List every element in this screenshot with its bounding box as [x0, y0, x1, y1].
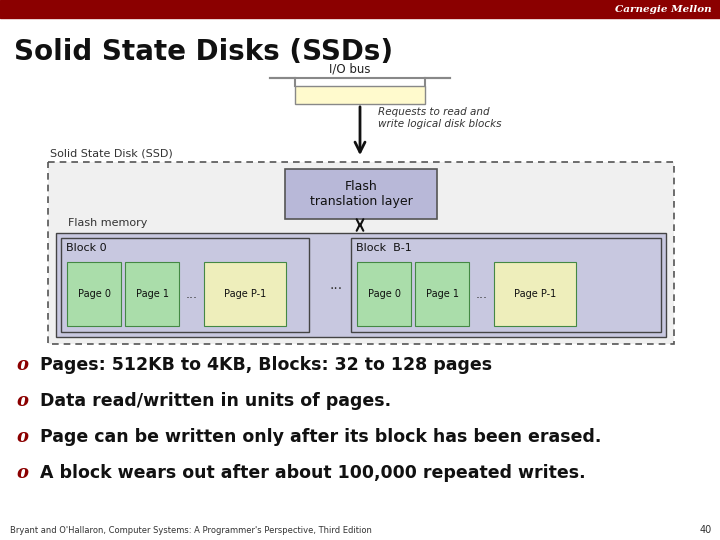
Text: Pages: 512KB to 4KB, Blocks: 32 to 128 pages: Pages: 512KB to 4KB, Blocks: 32 to 128 p…	[40, 356, 492, 374]
Text: Flash
translation layer: Flash translation layer	[310, 180, 413, 208]
Text: Page 1: Page 1	[135, 289, 168, 299]
Text: Carnegie Mellon: Carnegie Mellon	[616, 4, 712, 14]
Text: Flash memory: Flash memory	[68, 218, 148, 228]
Text: Block  B-1: Block B-1	[356, 243, 412, 253]
Bar	[494, 262, 576, 326]
Bar	[125, 262, 179, 326]
Text: o: o	[16, 356, 28, 374]
Text: Page 1: Page 1	[426, 289, 459, 299]
Text: Data read/written in units of pages.: Data read/written in units of pages.	[40, 392, 391, 410]
Text: Page P-1: Page P-1	[224, 289, 266, 299]
Text: ...: ...	[476, 287, 488, 300]
Bar	[48, 162, 674, 344]
Text: o: o	[16, 392, 28, 410]
Bar	[204, 262, 286, 326]
Text: A block wears out after about 100,000 repeated writes.: A block wears out after about 100,000 re…	[40, 464, 585, 482]
Text: Bryant and O'Hallaron, Computer Systems: A Programmer's Perspective, Third Editi: Bryant and O'Hallaron, Computer Systems:…	[10, 526, 372, 535]
Bar	[285, 169, 437, 219]
Text: Solid State Disks (SSDs): Solid State Disks (SSDs)	[14, 38, 393, 66]
Text: o: o	[16, 428, 28, 446]
Text: Solid State Disk (SSD): Solid State Disk (SSD)	[50, 149, 173, 159]
Bar	[295, 86, 425, 104]
Text: Requests to read and
write logical disk blocks: Requests to read and write logical disk …	[378, 107, 502, 129]
Text: Page can be written only after its block has been erased.: Page can be written only after its block…	[40, 428, 601, 446]
Text: o: o	[16, 464, 28, 482]
Bar	[357, 262, 411, 326]
Text: Page P-1: Page P-1	[514, 289, 556, 299]
Text: I/O bus: I/O bus	[329, 63, 371, 76]
Text: Page 0: Page 0	[367, 289, 400, 299]
Text: 40: 40	[700, 525, 712, 535]
Text: Block 0: Block 0	[66, 243, 107, 253]
Text: Page 0: Page 0	[78, 289, 110, 299]
Bar	[56, 233, 666, 337]
Bar	[415, 262, 469, 326]
Bar	[0, 0, 720, 18]
Bar	[61, 238, 309, 332]
Text: ...: ...	[186, 287, 198, 300]
Bar	[351, 238, 661, 332]
Text: ...: ...	[330, 278, 343, 292]
Bar	[67, 262, 121, 326]
